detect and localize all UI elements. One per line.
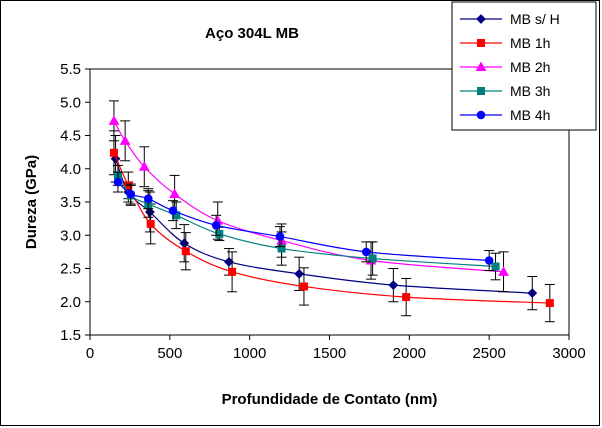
legend-label: MB 3h	[510, 83, 550, 99]
x-tick-label: 500	[157, 345, 182, 362]
x-tick-label: 0	[86, 345, 94, 362]
series-5	[112, 171, 495, 271]
x-tick-label: 1000	[233, 345, 266, 362]
y-tick-label: 5.5	[60, 61, 81, 78]
data-point	[113, 177, 123, 187]
y-tick-label: 5.0	[60, 94, 81, 111]
y-tick-label: 2.5	[60, 261, 81, 278]
x-axis-title: Profundidade de Contato (nm)	[222, 391, 438, 408]
data-point	[168, 206, 178, 215]
series-4	[112, 164, 501, 281]
legend-marker	[477, 87, 485, 95]
legend-label: MB 1h	[510, 35, 550, 51]
data-point	[126, 189, 136, 199]
data-point	[545, 299, 554, 308]
data-point	[388, 280, 399, 291]
y-tick-label: 4.5	[60, 128, 81, 145]
y-tick-label: 2.0	[60, 294, 81, 311]
data-point	[179, 238, 190, 249]
data-point	[277, 244, 286, 253]
data-point	[275, 232, 285, 241]
data-point	[527, 288, 538, 299]
data-point	[144, 207, 155, 217]
legend-box	[451, 1, 597, 131]
x-tick-label: 1500	[313, 345, 346, 362]
x-tick-label: 3000	[552, 345, 585, 362]
data-point	[169, 188, 180, 199]
legend-label: MB 4h	[510, 107, 550, 123]
data-point	[491, 262, 500, 271]
data-point	[484, 256, 494, 265]
data-point	[498, 266, 509, 276]
legend-marker	[477, 39, 485, 47]
data-point	[211, 220, 221, 230]
data-point	[138, 161, 150, 171]
data-point	[402, 293, 411, 302]
data-point	[215, 229, 224, 238]
y-tick-label: 4.0	[60, 161, 81, 178]
legend-label: MB 2h	[510, 59, 550, 75]
series-1	[110, 135, 538, 311]
legend-label: MB s/ H	[510, 11, 560, 27]
y-tick-label: 3.0	[60, 227, 81, 244]
chart-title: Aço 304L MB	[205, 25, 299, 42]
data-point	[181, 247, 190, 256]
data-point	[368, 254, 377, 263]
legend-marker	[476, 110, 486, 120]
data-point	[109, 148, 118, 157]
legend-marker	[475, 61, 487, 71]
data-point	[228, 267, 237, 276]
series-line	[114, 158, 533, 294]
data-point	[119, 135, 131, 145]
y-tick-label: 1.5	[60, 327, 81, 344]
y-axis-title: Dureza (GPa)	[23, 155, 40, 249]
y-tick-label: 3.5	[60, 194, 81, 211]
x-tick-label: 2000	[393, 345, 426, 362]
data-point	[146, 219, 155, 228]
data-point	[299, 282, 308, 291]
data-point	[108, 115, 120, 125]
data-point	[294, 268, 305, 279]
data-point	[143, 194, 153, 203]
data-point	[361, 247, 371, 257]
legend: MB s/ H MB 1h MB 2h MB 3h MB 4h	[451, 1, 597, 131]
x-tick-label: 2500	[472, 345, 505, 362]
legend-marker	[476, 14, 486, 24]
